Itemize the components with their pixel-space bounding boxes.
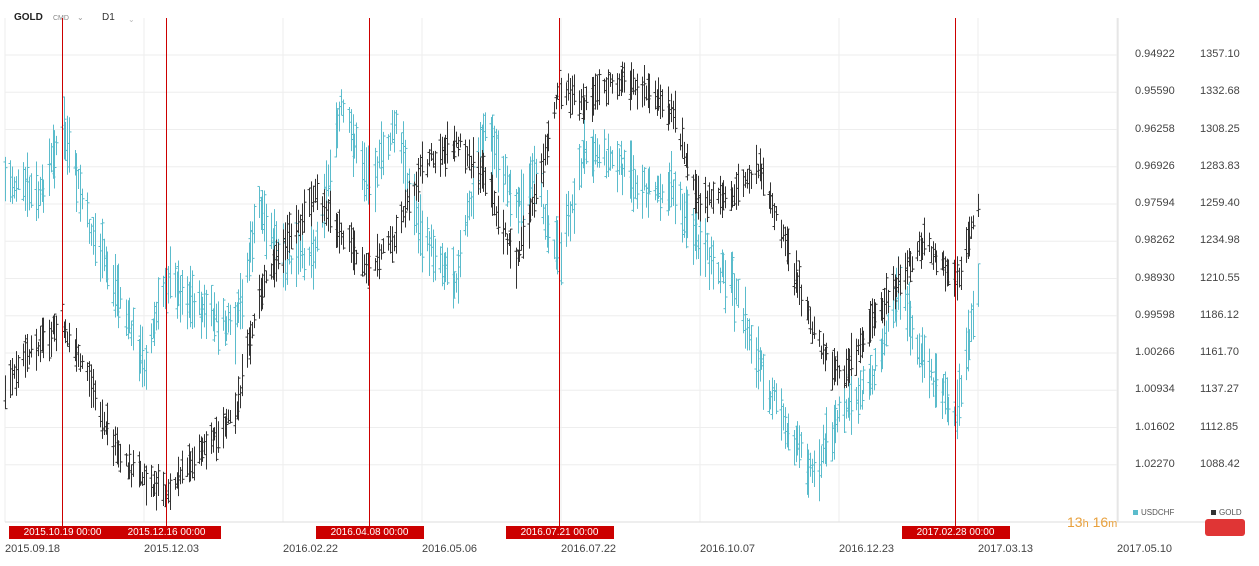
usdchf-tick-label: 0.95590	[1135, 85, 1175, 98]
countdown-hours: 13	[1067, 514, 1083, 530]
gold-tick-label: 1332.68	[1200, 85, 1240, 98]
date-tick-label: 2016.12.23	[839, 543, 895, 555]
date-tick-label: 2017.03.13	[978, 543, 1034, 555]
usdchf-tick-label: 0.97594	[1135, 197, 1175, 209]
symbol-label[interactable]: GOLD	[14, 12, 43, 23]
countdown-minutes: 16	[1092, 514, 1109, 530]
symbol-dropdown-icon[interactable]: ⌄	[77, 13, 84, 22]
gold-tick-label: 1161.70	[1200, 346, 1239, 358]
gold-tick-label: 1357.10	[1200, 48, 1240, 60]
usdchf-tick-label: 0.99598	[1135, 308, 1175, 321]
usdchf-swatch	[1133, 510, 1138, 516]
legend-usdchf: USDCHF	[1133, 508, 1174, 517]
gold-tick-label: 1186.12	[1200, 308, 1239, 321]
usdchf-tick-label: 0.98930	[1135, 271, 1175, 284]
timeframe-selector[interactable]: D1	[102, 12, 115, 23]
legend-gold-label: GOLD	[1219, 508, 1242, 517]
date-tick-label: 2015.09.18	[5, 543, 61, 555]
marker-label[interactable]: 2016.04.08 00:00	[315, 526, 424, 539]
marker-label[interactable]: 2015.10.19 00:00	[8, 526, 117, 539]
marker-label[interactable]: 2016.07.21 00:00	[505, 526, 614, 539]
gold-tick-label: 1308.25	[1200, 122, 1240, 135]
grid	[4, 18, 1245, 523]
chart-toolbar: GOLD CMD ⌄ D1 ⌄	[0, 0, 300, 36]
gold-tick-label: 1137.27	[1200, 383, 1239, 396]
gold-bars	[3, 61, 981, 518]
price-badge-button[interactable]	[1205, 519, 1245, 536]
usdchf-tick-label: 1.01602	[1135, 420, 1175, 433]
marker-label[interactable]: 2015.12.16 00:00	[112, 526, 221, 539]
date-tick-label: 2015.12.03	[144, 543, 200, 555]
legend-gold: GOLD	[1211, 508, 1242, 517]
exchange-label: CMD	[53, 15, 69, 22]
gold-tick-label: 1112.85	[1200, 420, 1239, 433]
gold-tick-label: 1259.40	[1200, 197, 1240, 209]
usdchf-tick-label: 0.98262	[1135, 234, 1175, 247]
usdchf-tick-label: 1.00266	[1135, 346, 1175, 358]
usdchf-tick-label: 0.96926	[1135, 159, 1175, 172]
date-tick-label: 2016.07.22	[561, 543, 617, 555]
date-tick-label: 2016.02.22	[283, 543, 339, 555]
date-tick-label: 2016.10.07	[700, 543, 756, 555]
usdchf-tick-label: 1.00934	[1135, 383, 1175, 396]
countdown-m-unit: m	[1108, 518, 1118, 530]
vertical-markers	[62, 18, 956, 526]
bar-countdown: 13h 16m	[1067, 514, 1117, 530]
countdown-h-unit: h	[1082, 518, 1089, 530]
gold-tick-label: 1283.83	[1200, 159, 1240, 172]
usdchf-tick-label: 0.94922	[1135, 48, 1175, 60]
date-tick-label: 2017.05.10	[1117, 543, 1173, 555]
legend-usdchf-label: USDCHF	[1141, 508, 1175, 517]
gold-tick-label: 1234.98	[1200, 234, 1240, 247]
gold-tick-label: 1210.55	[1200, 271, 1240, 284]
timeframe-dropdown-icon[interactable]: ⌄	[128, 15, 135, 24]
usdchf-bars	[3, 89, 981, 502]
marker-label[interactable]: 2017.02.28 00:00	[901, 526, 1010, 539]
usdchf-tick-label: 0.96258	[1135, 122, 1175, 135]
gold-tick-label: 1088.42	[1200, 457, 1240, 470]
date-tick-label: 2016.05.06	[422, 543, 478, 555]
usdchf-tick-label: 1.02270	[1135, 457, 1175, 470]
gold-swatch	[1211, 510, 1216, 516]
